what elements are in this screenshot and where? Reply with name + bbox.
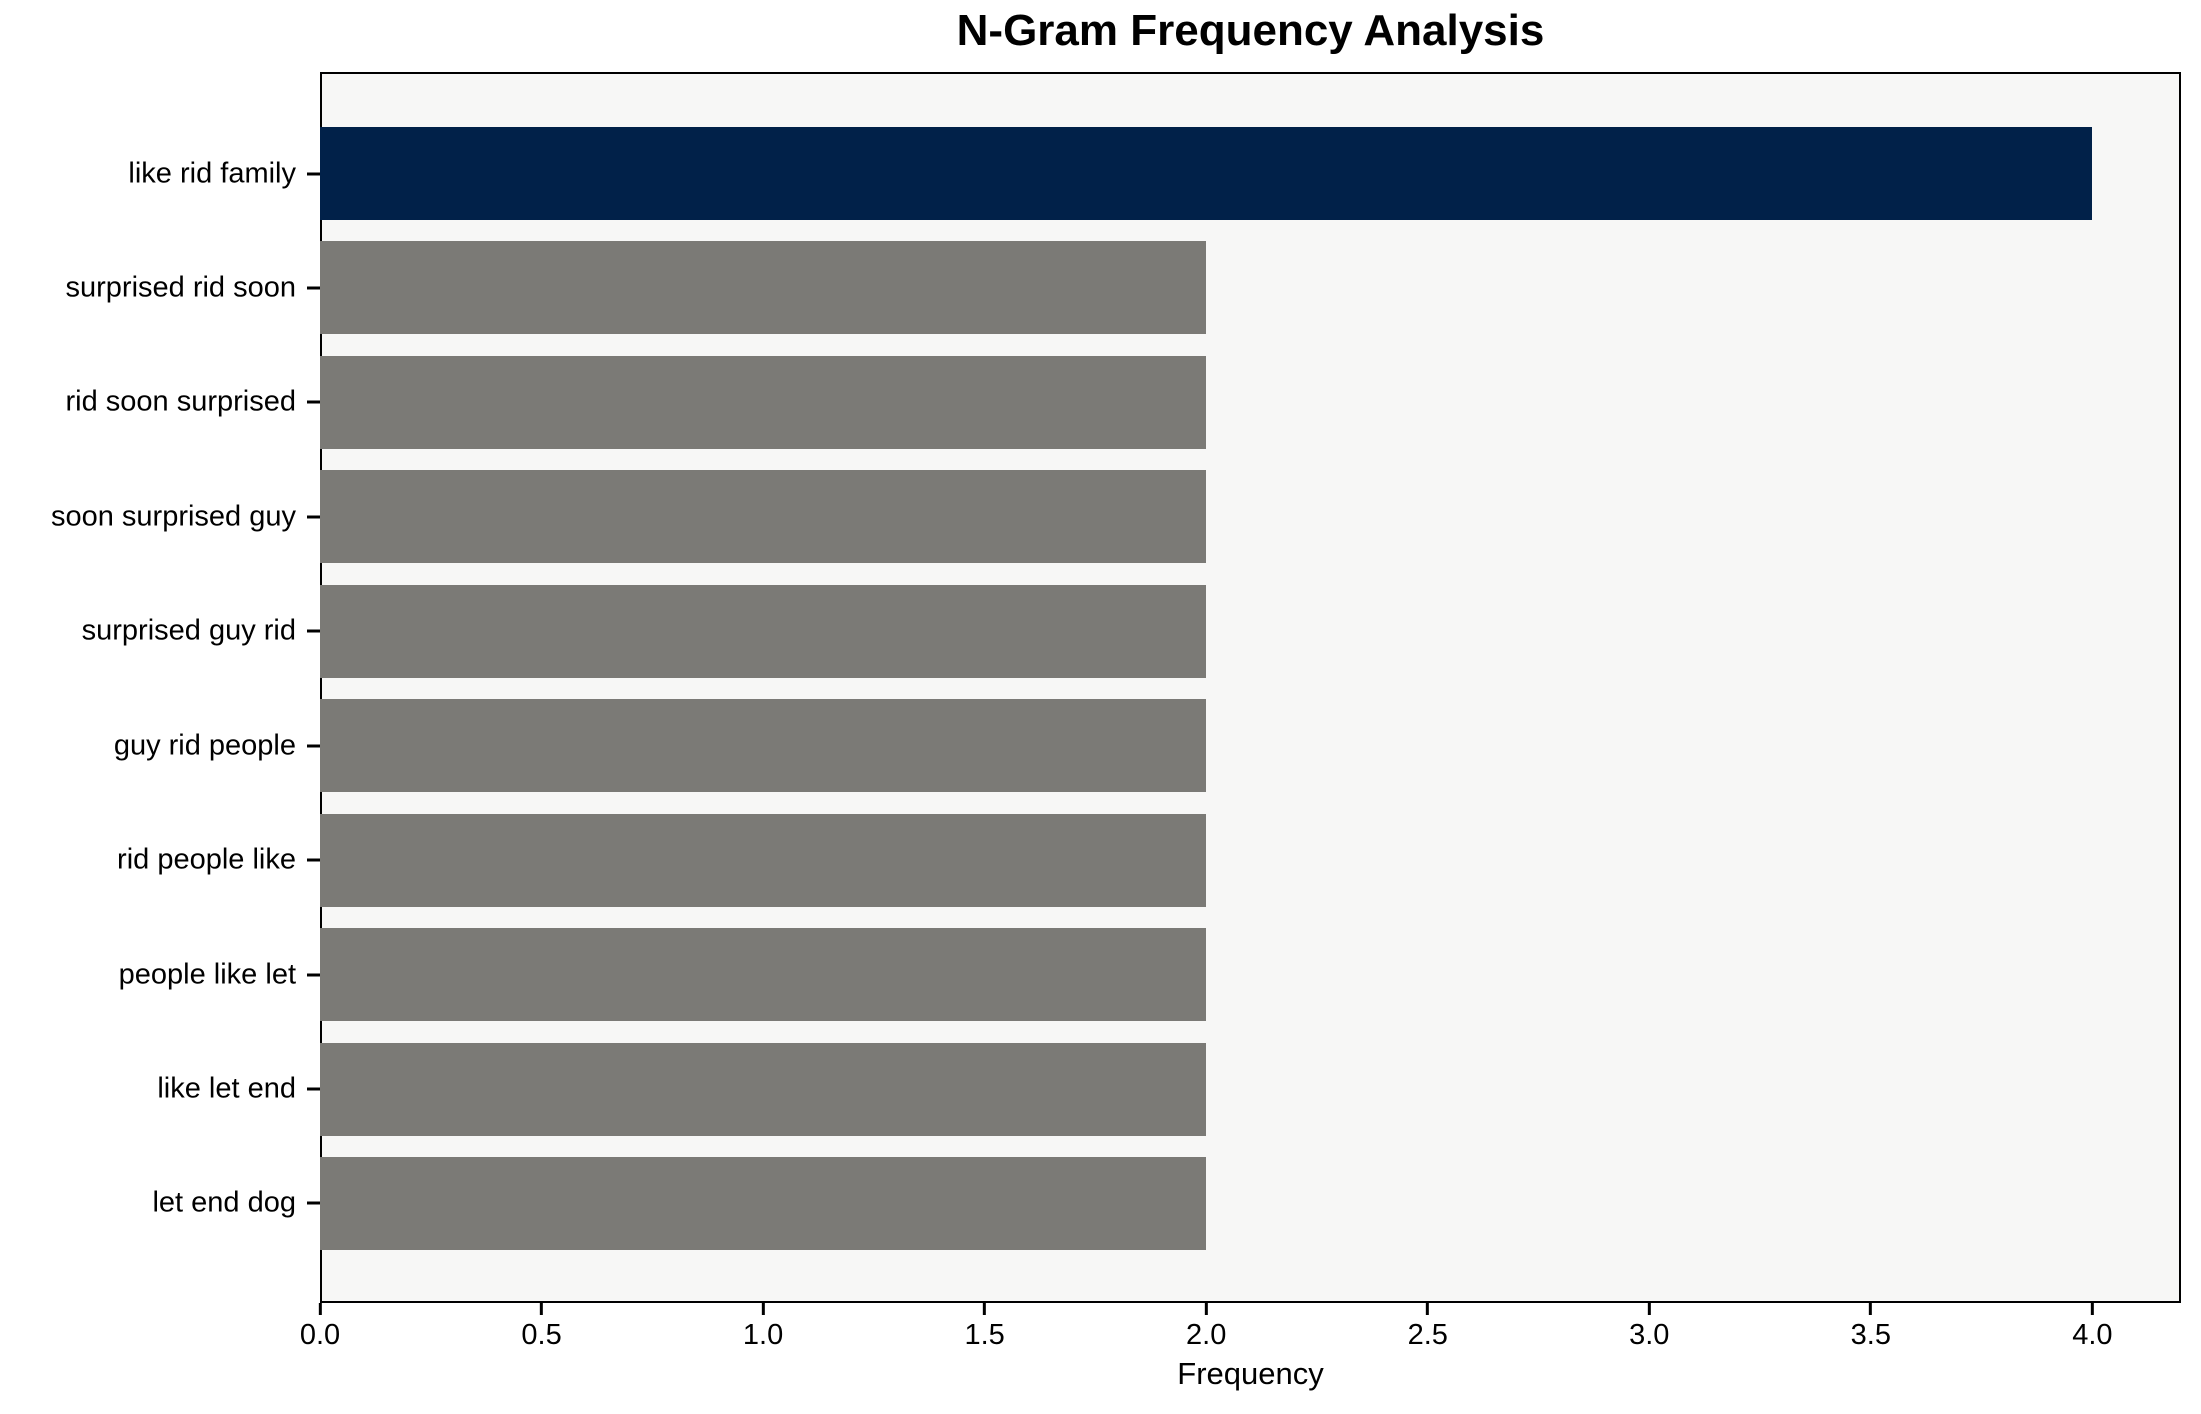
x-tick-mark bbox=[983, 1303, 987, 1315]
y-tick-mark bbox=[307, 1201, 320, 1205]
x-tick-label: 1.0 bbox=[742, 1319, 784, 1351]
x-tick-label: 0.0 bbox=[299, 1319, 341, 1351]
x-tick: 0.0 bbox=[300, 1303, 340, 1352]
y-tick-label: let end dog bbox=[152, 1186, 296, 1219]
x-tick: 2.5 bbox=[1408, 1303, 1448, 1352]
y-tick-label: like let end bbox=[157, 1072, 296, 1105]
bar bbox=[320, 1042, 1207, 1136]
y-tick-mark bbox=[307, 1087, 320, 1091]
y-tick-mark bbox=[307, 172, 320, 175]
y-tick-mark bbox=[307, 744, 320, 748]
x-tick: 3.0 bbox=[1629, 1303, 1669, 1352]
x-tick-label: 1.5 bbox=[964, 1319, 1005, 1351]
bar-row: rid soon surprised bbox=[66, 355, 2181, 449]
x-tick-mark bbox=[1869, 1303, 1873, 1315]
bar bbox=[320, 584, 1207, 678]
x-tick-mark bbox=[318, 1303, 322, 1315]
bar bbox=[320, 470, 1207, 564]
bar bbox=[320, 127, 2093, 220]
x-tick-label: 4.0 bbox=[2072, 1319, 2113, 1351]
y-tick-label: rid people like bbox=[117, 843, 296, 876]
y-tick-mark bbox=[307, 286, 320, 290]
x-tick: 0.5 bbox=[521, 1303, 562, 1352]
chart-title: N-Gram Frequency Analysis bbox=[956, 6, 1545, 55]
x-tick: 4.0 bbox=[2072, 1303, 2113, 1352]
x-tick: 1.5 bbox=[964, 1303, 1005, 1352]
x-axis-label: Frequency bbox=[1177, 1356, 1324, 1391]
x-tick-mark bbox=[1426, 1303, 1430, 1315]
y-tick-label: surprised rid soon bbox=[65, 271, 297, 304]
bars-container: like rid family surprised rid soon rid soo… bbox=[51, 72, 2181, 1303]
bar-row: soon surprised guy bbox=[51, 470, 2181, 564]
y-tick-mark bbox=[307, 400, 320, 404]
x-tick-label: 2.5 bbox=[1407, 1319, 1448, 1351]
x-tick: 3.5 bbox=[1851, 1303, 1891, 1352]
bar-row: surprised rid soon bbox=[66, 241, 2181, 335]
x-tick-mark bbox=[1647, 1303, 1651, 1315]
x-tick-mark bbox=[2090, 1303, 2094, 1315]
y-tick-label: rid soon surprised bbox=[65, 385, 297, 418]
bar-row: people like let bbox=[119, 928, 2181, 1022]
x-tick: 1.0 bbox=[743, 1303, 783, 1352]
y-tick-mark bbox=[307, 515, 320, 519]
y-tick-label: people like let bbox=[118, 958, 296, 991]
x-tick-label: 3.0 bbox=[1629, 1319, 1670, 1351]
bar-row: let end dog bbox=[152, 1156, 2181, 1250]
bar bbox=[320, 241, 1207, 335]
bar-row: rid people like bbox=[117, 813, 2181, 907]
y-tick-label: like rid family bbox=[128, 157, 296, 189]
bar-row: guy rid people bbox=[114, 699, 2181, 793]
y-tick-mark bbox=[307, 629, 320, 633]
x-tick-label: 2.0 bbox=[1186, 1319, 1227, 1351]
x-tick-label: 0.5 bbox=[521, 1319, 562, 1351]
bar-row: like let end bbox=[157, 1042, 2181, 1136]
x-tick-mark bbox=[540, 1303, 544, 1315]
x-tick-mark bbox=[761, 1303, 765, 1315]
bar bbox=[320, 813, 1207, 907]
y-tick-mark bbox=[307, 973, 320, 977]
y-tick-label: guy rid people bbox=[113, 729, 296, 762]
y-tick-label: soon surprised guy bbox=[50, 500, 296, 533]
y-tick-mark bbox=[307, 858, 320, 862]
bar bbox=[320, 355, 1207, 449]
x-tick-mark bbox=[1204, 1303, 1208, 1315]
bar bbox=[320, 928, 1207, 1022]
bar bbox=[320, 699, 1207, 793]
bar-row: surprised guy rid bbox=[82, 584, 2181, 678]
y-tick-label: surprised guy rid bbox=[81, 614, 296, 647]
bar bbox=[320, 1156, 1207, 1250]
bar-row: like rid family bbox=[128, 127, 2181, 220]
x-tick: 2.0 bbox=[1186, 1303, 1226, 1352]
x-tick-label: 3.5 bbox=[1850, 1319, 1891, 1351]
